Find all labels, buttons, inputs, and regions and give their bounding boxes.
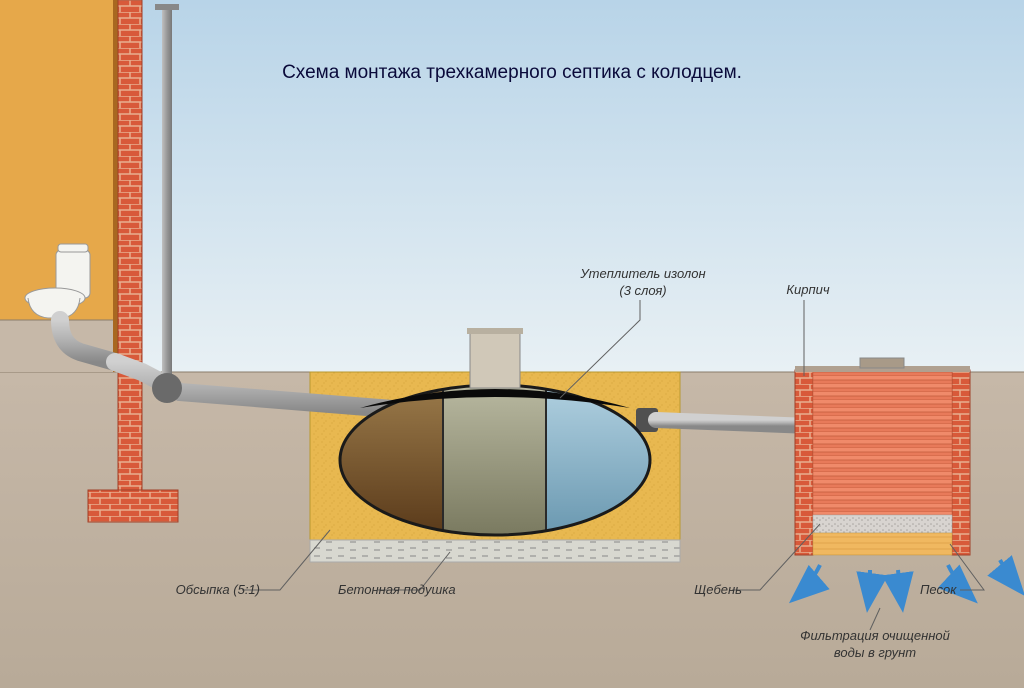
brick-footing bbox=[88, 490, 178, 522]
sand-layer bbox=[813, 533, 952, 555]
label-gravel: Щебень bbox=[672, 582, 742, 599]
drainage-well bbox=[795, 358, 970, 555]
concrete-pad bbox=[310, 540, 680, 562]
well-hatch bbox=[860, 358, 904, 368]
label-insulation: Утеплитель изолон(3 слоя) bbox=[568, 266, 718, 300]
access-hatch bbox=[470, 330, 520, 388]
label-sand: Песок bbox=[920, 582, 980, 599]
vent-cap bbox=[155, 4, 179, 10]
label-brick: Кирпич bbox=[778, 282, 838, 299]
label-backfill: Обсыпка (5:1) bbox=[150, 582, 260, 599]
diagram-title: Схема монтажа трехкамерного септика с ко… bbox=[0, 62, 1024, 84]
gravel-layer bbox=[813, 515, 952, 533]
label-filtration: Фильтрация очищеннойводы в грунт bbox=[770, 628, 980, 662]
label-concrete: Бетонная подушка bbox=[338, 582, 508, 599]
sky bbox=[0, 0, 1024, 372]
